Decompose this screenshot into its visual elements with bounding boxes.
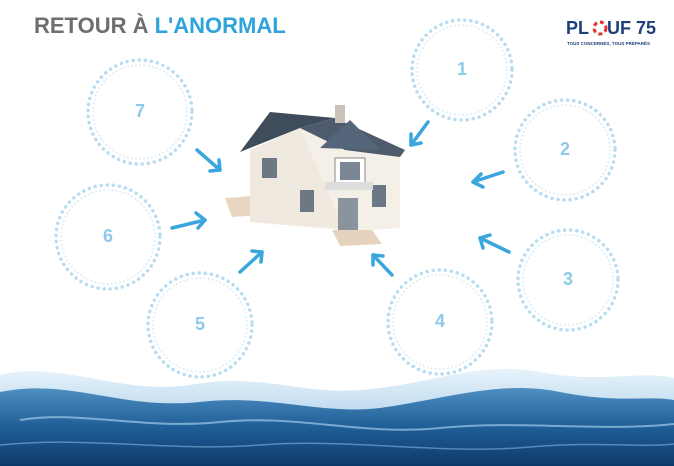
arrow — [371, 253, 394, 277]
water — [0, 368, 674, 466]
logo-right: UF 75 — [607, 18, 656, 38]
circle-label: 2 — [560, 139, 570, 159]
logo-left: PL — [566, 18, 589, 38]
circle-label: 5 — [195, 314, 205, 334]
circle-6: 6 — [54, 183, 162, 291]
arrow — [478, 233, 511, 254]
circle-3: 3 — [516, 228, 620, 332]
logo: PL UF 75 TOUS CONCERNÉS, TOUS PRÉPARÉS — [566, 18, 656, 46]
arrow — [409, 120, 430, 147]
arrows — [170, 120, 511, 277]
title: RETOUR À L'ANORMAL — [34, 13, 286, 38]
circle-label: 7 — [135, 101, 145, 121]
title-highlight: L'ANORMAL — [155, 13, 286, 38]
circle-label: 4 — [435, 311, 445, 331]
circle-label: 6 — [103, 226, 113, 246]
circle-1: 1 — [410, 18, 514, 122]
arrow — [195, 148, 222, 173]
arrow — [238, 249, 264, 274]
logo-ring — [592, 20, 608, 36]
circle-label: 1 — [457, 59, 467, 79]
house — [225, 105, 405, 246]
circle-label: 3 — [563, 269, 573, 289]
arrow — [471, 170, 505, 189]
circle-2: 2 — [513, 98, 617, 202]
arrow — [170, 211, 207, 230]
title-start: RETOUR À — [34, 13, 155, 38]
logo-tagline: TOUS CONCERNÉS, TOUS PRÉPARÉS — [567, 39, 650, 46]
circle-5: 5 — [146, 271, 254, 379]
circle-7: 7 — [86, 58, 194, 166]
circle-4: 4 — [386, 268, 494, 376]
